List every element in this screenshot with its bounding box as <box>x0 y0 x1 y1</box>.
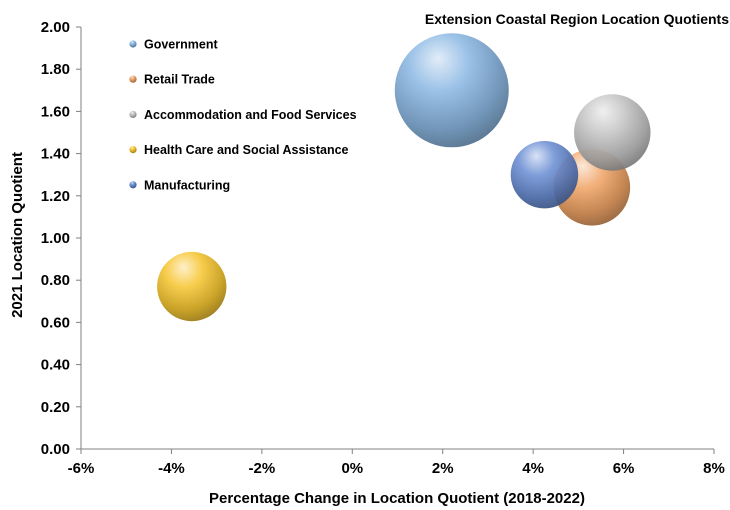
x-tick-label: 0% <box>341 460 363 477</box>
bubbles <box>157 33 651 322</box>
legend-label-government: Government <box>144 38 218 52</box>
x-tick-label: -2% <box>249 460 276 477</box>
tick-labels: 0.00 0.20 0.40 0.60 0.80 1.00 1.20 1.40 1.60 1.80… <box>41 19 725 477</box>
legend-label-manufacturing: Manufacturing <box>144 178 230 192</box>
bubble-manufacturing <box>510 140 579 209</box>
x-axis-title: Percentage Change in Location Quotient (… <box>209 490 585 507</box>
bubble-health-care-and-social-assistance <box>157 251 227 322</box>
y-tick-label: 0.00 <box>41 441 70 458</box>
legend-marker-health-care-and-social-assistance <box>129 146 137 154</box>
y-tick-label: 1.20 <box>41 188 70 205</box>
y-tick-label: 0.80 <box>41 272 70 289</box>
y-tick-label: 0.40 <box>41 357 70 374</box>
y-axis-title: 2021 Location Quotient <box>9 152 26 318</box>
x-tick-label: 4% <box>522 460 544 477</box>
x-tick-label: -6% <box>68 460 95 477</box>
x-tick-label: -4% <box>158 460 185 477</box>
x-tick-label: 6% <box>613 460 635 477</box>
chart-title: Extension Coastal Region Location Quotie… <box>425 11 729 27</box>
y-tick-label: 0.20 <box>41 399 70 416</box>
y-tick-label: 1.80 <box>41 61 70 78</box>
legend-marker-accommodation-and-food-services <box>129 110 137 118</box>
axes <box>76 26 715 454</box>
legend-label-retail-trade: Retail Trade <box>144 73 215 87</box>
legend-marker-government <box>129 40 137 48</box>
y-tick-label: 1.60 <box>41 103 70 120</box>
bubble-government <box>394 33 509 148</box>
legend: Government Retail Trade Accommodation and … <box>129 38 357 192</box>
legend-label-health-care-and-social-assistance: Health Care and Social Assistance <box>144 143 349 157</box>
y-tick-label: 0.60 <box>41 314 70 331</box>
y-tick-label: 1.40 <box>41 146 70 163</box>
y-tick-label: 2.00 <box>41 19 70 36</box>
legend-label-accommodation-and-food-services: Accommodation and Food Services <box>144 108 357 122</box>
y-tick-label: 1.00 <box>41 230 70 247</box>
bubble-accommodation-and-food-services <box>574 94 651 171</box>
legend-marker-manufacturing <box>129 181 137 189</box>
legend-marker-retail-trade <box>129 75 137 83</box>
x-tick-label: 8% <box>703 460 725 477</box>
x-tick-label: 2% <box>432 460 454 477</box>
